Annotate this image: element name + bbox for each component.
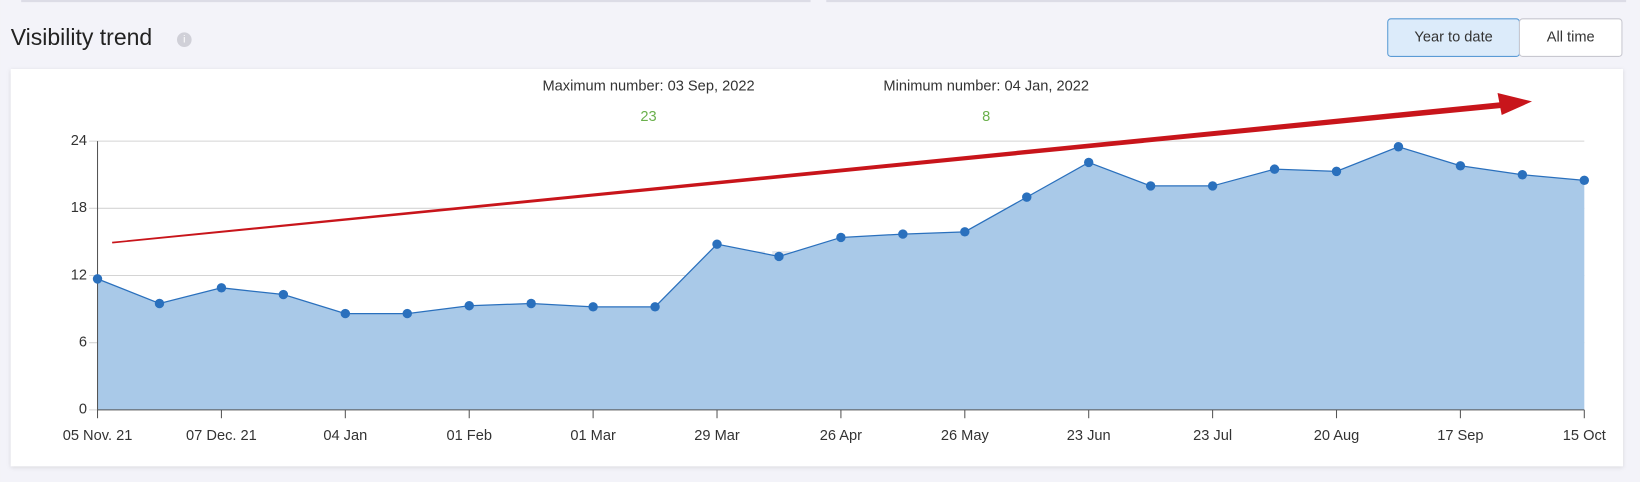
x-tick-label: 23 Jun <box>1067 428 1111 444</box>
x-tick-label: 01 Feb <box>446 428 492 444</box>
data-point <box>774 251 784 262</box>
x-tick-label: 26 May <box>941 428 990 444</box>
annotation-value: 8 <box>982 109 990 125</box>
data-point <box>340 308 351 319</box>
info-icon[interactable] <box>176 32 192 48</box>
data-point <box>92 274 103 284</box>
section-title: Visibility trend <box>11 24 152 50</box>
x-tick-label: 23 Jul <box>1193 428 1232 444</box>
x-tick-label: 05 Nov. 21 <box>63 428 133 444</box>
data-point <box>464 301 474 311</box>
y-tick-label: 0 <box>79 402 87 418</box>
data-point <box>1393 142 1404 152</box>
x-tick-label: 07 Dec. 21 <box>186 428 257 444</box>
data-point <box>1145 181 1156 191</box>
data-point <box>1084 157 1094 168</box>
y-tick-label: 6 <box>79 335 87 351</box>
data-point <box>1269 164 1280 174</box>
y-tick-label: 24 <box>71 133 87 149</box>
annotation-value: 23 <box>640 109 656 125</box>
annotation-label: Minimum number: 04 Jan, 2022 <box>883 79 1089 95</box>
x-tick-label: 17 Sep <box>1437 428 1483 444</box>
x-tick-label: 20 Aug <box>1314 428 1360 444</box>
y-tick-label: 18 <box>71 200 87 216</box>
data-point <box>1579 175 1590 186</box>
data-point <box>1455 161 1466 171</box>
data-point <box>1331 166 1342 177</box>
data-point <box>712 239 722 249</box>
data-point <box>650 302 660 312</box>
annotation-label: Maximum number: 03 Sep, 2022 <box>542 79 754 95</box>
data-point <box>588 302 598 312</box>
info-icon-glyph: i <box>183 34 185 45</box>
data-point <box>1517 170 1528 180</box>
data-point <box>1022 192 1032 202</box>
toggle-label: Year to date <box>1414 29 1492 45</box>
toggle-label: All time <box>1547 29 1595 45</box>
trend-arrow-head <box>1497 93 1533 116</box>
x-tick-label: 29 Mar <box>694 428 740 444</box>
data-point <box>154 298 165 309</box>
period-toggle: Year to date All time <box>1387 18 1623 57</box>
data-point <box>526 298 536 309</box>
data-point <box>278 289 289 300</box>
x-tick-label: 01 Mar <box>570 428 616 444</box>
x-tick-label: 26 Apr <box>820 428 862 444</box>
data-point <box>216 283 227 293</box>
toggle-button[interactable] <box>1518 18 1623 57</box>
data-point <box>836 232 846 243</box>
data-point <box>898 229 908 239</box>
data-point <box>1207 181 1218 191</box>
x-tick-label: 04 Jan <box>323 428 367 444</box>
x-tick-label: 15 Oct <box>1563 428 1606 444</box>
area <box>97 146 1585 410</box>
data-point <box>960 227 970 237</box>
y-tick-label: 12 <box>71 267 87 283</box>
data-point <box>402 308 412 319</box>
